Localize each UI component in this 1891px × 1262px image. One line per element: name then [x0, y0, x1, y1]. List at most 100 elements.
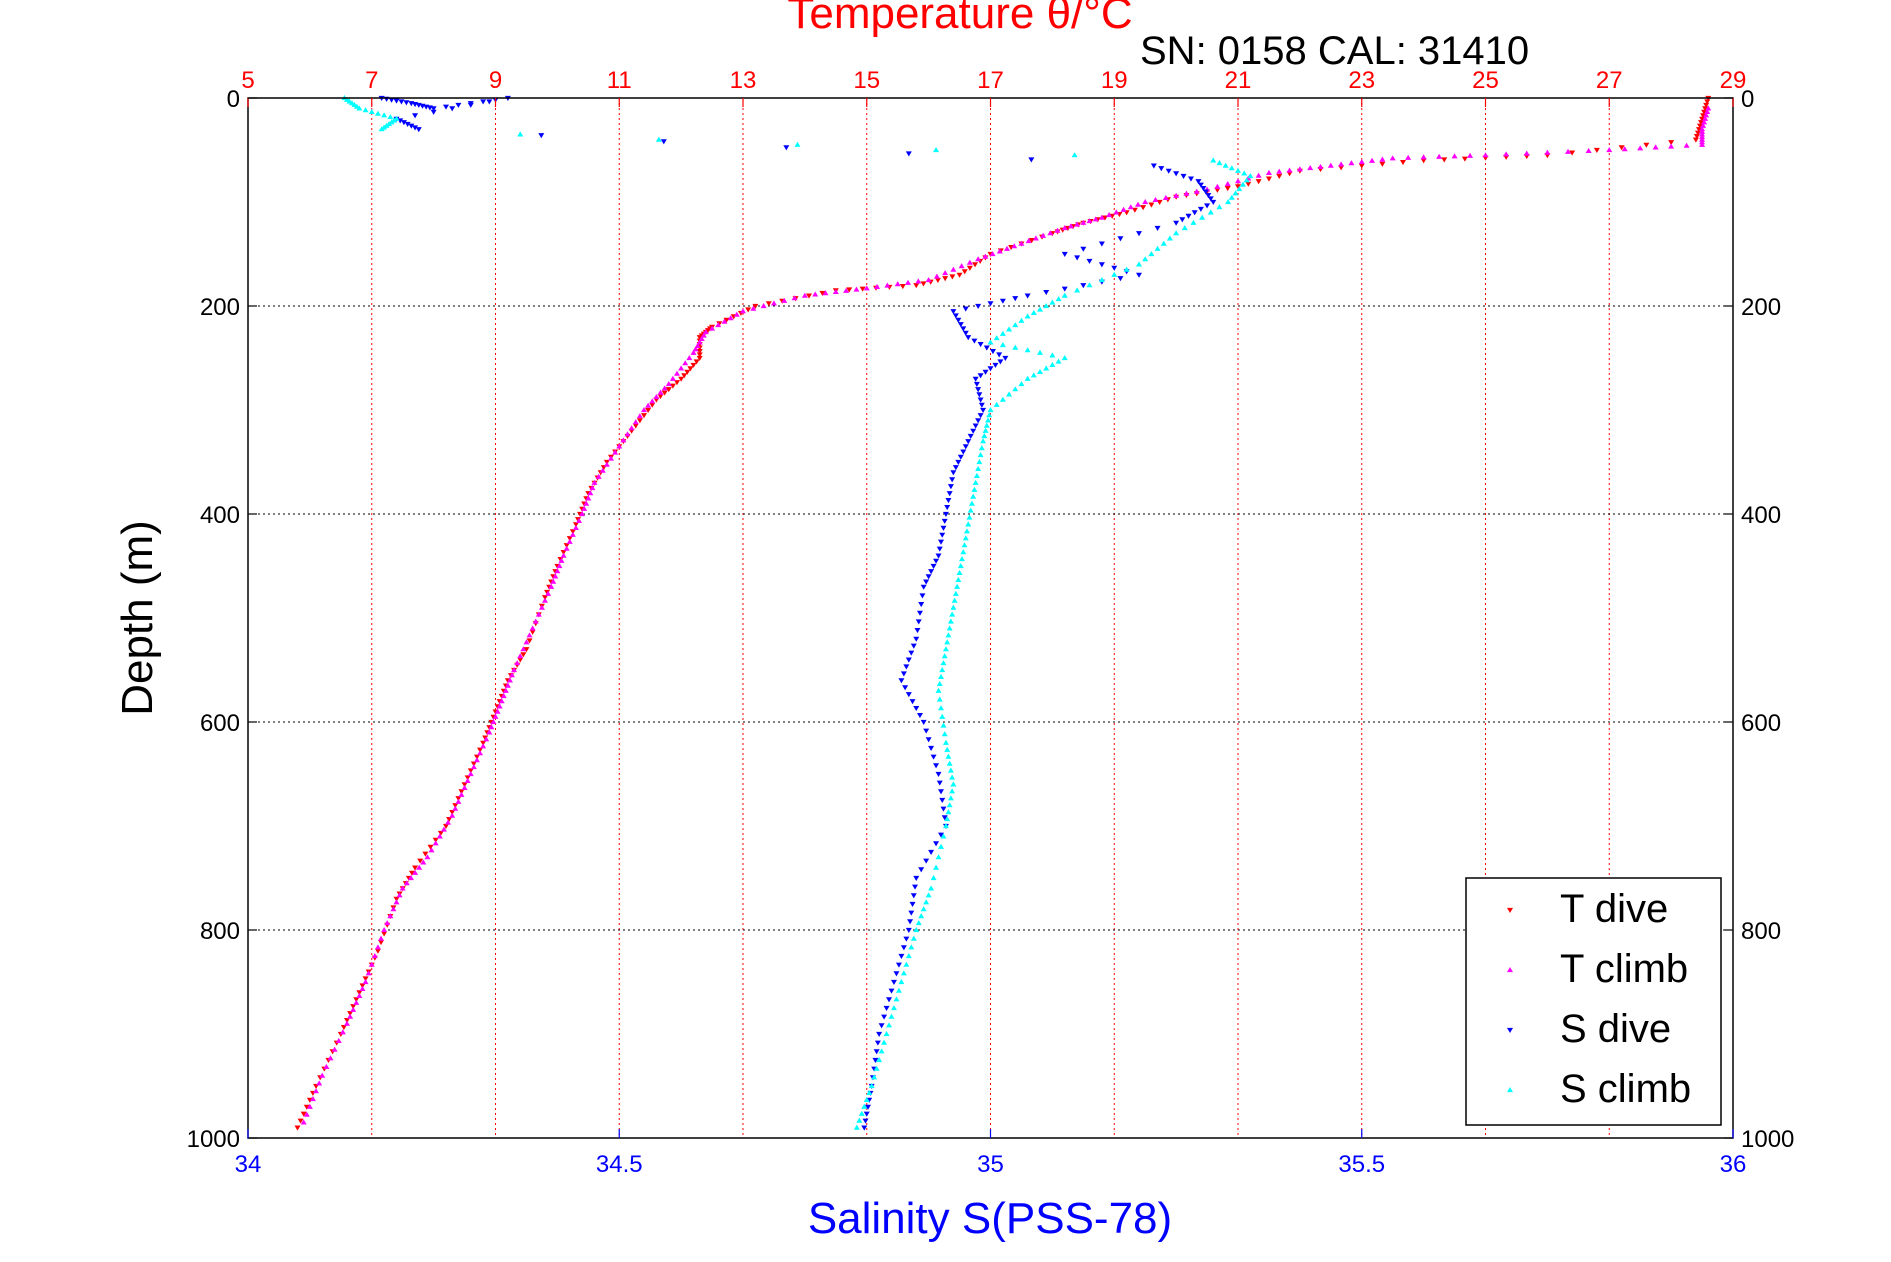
temperature-tick-label: 15 — [853, 67, 880, 94]
data-point — [933, 864, 940, 870]
data-point — [1699, 128, 1706, 134]
data-point — [340, 1024, 347, 1031]
data-point — [560, 552, 567, 558]
data-point — [359, 985, 366, 992]
data-point — [1061, 355, 1068, 361]
data-point — [1698, 120, 1705, 126]
data-point — [467, 771, 474, 777]
data-point — [488, 724, 495, 730]
data-point — [878, 1048, 885, 1054]
data-point — [1173, 171, 1180, 177]
data-point — [972, 376, 979, 382]
data-point — [557, 556, 564, 563]
data-point — [910, 893, 917, 899]
data-point — [1024, 313, 1031, 319]
data-point — [900, 970, 907, 976]
sn-cal-label: SN: 0158 CAL: 31410 — [1140, 29, 1529, 73]
data-point — [500, 693, 507, 699]
data-point — [975, 465, 982, 472]
data-point — [461, 784, 468, 790]
data-point — [603, 461, 610, 467]
data-point — [1142, 256, 1149, 262]
data-point — [956, 272, 963, 278]
depth-tick-label-right: 0 — [1741, 86, 1754, 113]
data-point — [368, 961, 375, 967]
data-point — [1216, 204, 1223, 210]
data-point — [1037, 349, 1043, 355]
data-point — [930, 875, 937, 881]
data-point — [919, 593, 926, 599]
data-point — [542, 597, 548, 603]
data-point — [940, 833, 947, 839]
data-point — [947, 484, 954, 490]
data-point — [1705, 105, 1712, 111]
data-point — [899, 283, 906, 290]
data-point — [1704, 108, 1711, 114]
data-point — [535, 611, 542, 617]
data-point — [977, 397, 984, 403]
data-point — [509, 672, 515, 678]
data-point — [942, 646, 949, 652]
data-point — [972, 479, 979, 485]
data-point — [1043, 290, 1050, 296]
data-point — [945, 498, 952, 504]
data-point — [480, 740, 487, 746]
data-point — [575, 517, 581, 523]
data-point — [641, 407, 647, 413]
depth-tick-label-right: 1000 — [1741, 1126, 1794, 1153]
data-point — [1061, 286, 1068, 292]
data-point — [812, 291, 819, 297]
data-point — [649, 398, 656, 404]
data-point — [957, 322, 964, 328]
data-point — [939, 532, 946, 538]
data-point — [362, 976, 369, 982]
data-point — [303, 1104, 310, 1110]
data-point — [300, 1111, 307, 1117]
data-point — [682, 360, 689, 366]
data-point — [928, 885, 935, 891]
data-point — [408, 870, 415, 876]
data-point — [1012, 322, 1019, 328]
data-point — [1154, 245, 1161, 251]
data-point — [982, 427, 989, 433]
salinity-tick-label: 34 — [235, 1151, 262, 1178]
data-point — [470, 761, 477, 767]
data-point — [1210, 157, 1217, 163]
data-point — [939, 797, 946, 803]
legend-marker — [1507, 1027, 1513, 1033]
data-point — [1703, 112, 1710, 118]
data-point — [832, 288, 839, 295]
temperature-tick-label: 17 — [977, 67, 1004, 94]
data-point — [1142, 199, 1149, 205]
data-point — [1235, 167, 1241, 173]
data-point — [976, 392, 983, 398]
data-point — [1236, 186, 1243, 192]
data-point — [353, 999, 360, 1005]
salinity-tick-label: 35.5 — [1338, 1151, 1385, 1178]
data-point — [1241, 170, 1248, 176]
data-point — [661, 390, 668, 396]
data-point — [905, 279, 911, 285]
data-point — [886, 997, 893, 1003]
data-point — [1700, 122, 1707, 128]
data-point — [1265, 169, 1272, 175]
data-point — [428, 847, 435, 853]
data-point — [1703, 102, 1710, 108]
data-point — [966, 514, 973, 520]
data-point — [378, 935, 385, 941]
data-point — [996, 248, 1003, 254]
data-point — [490, 719, 497, 725]
data-point — [947, 618, 954, 624]
data-point — [636, 418, 643, 424]
data-point — [432, 837, 439, 843]
data-point — [526, 632, 533, 638]
data-point — [863, 285, 870, 291]
data-point — [1207, 209, 1214, 215]
data-point — [913, 636, 920, 642]
data-point — [909, 699, 916, 705]
data-point — [350, 1004, 357, 1010]
data-point — [1158, 166, 1165, 172]
data-point — [417, 858, 424, 864]
data-point — [903, 961, 910, 967]
data-point — [294, 1125, 301, 1131]
